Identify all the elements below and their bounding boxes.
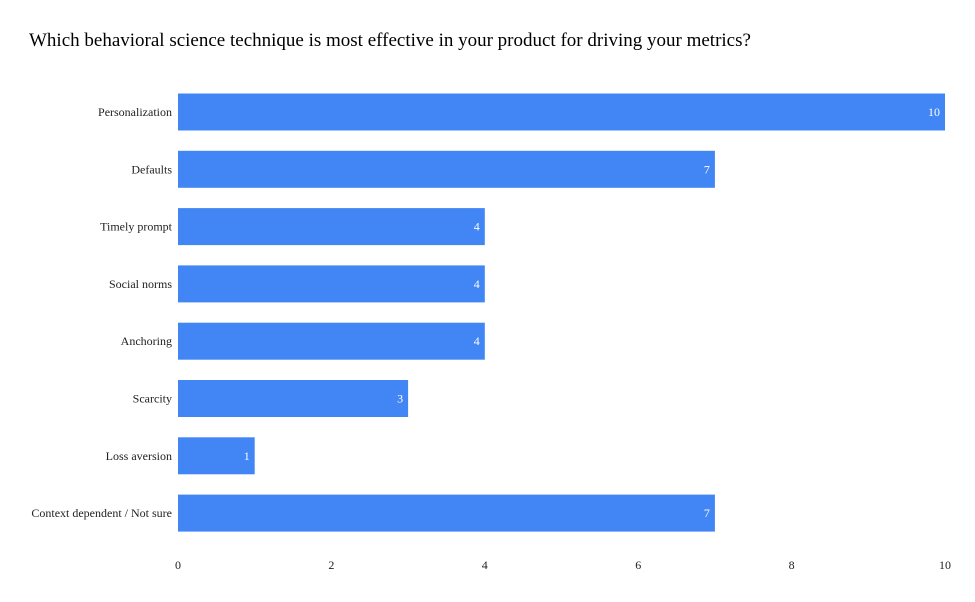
data-label: 7 <box>704 162 710 176</box>
data-label: 4 <box>474 277 480 291</box>
bar <box>178 494 715 532</box>
category-label: Scarcity <box>133 392 172 406</box>
category-label: Timely prompt <box>100 220 173 234</box>
x-tick-label: 10 <box>939 558 951 572</box>
category-label: Context dependent / Not sure <box>31 506 172 520</box>
x-tick-label: 2 <box>328 558 334 572</box>
bar <box>178 265 485 303</box>
data-label: 3 <box>397 392 403 406</box>
data-label: 7 <box>704 506 710 520</box>
category-label: Social norms <box>109 277 172 291</box>
x-tick-label: 6 <box>635 558 641 572</box>
x-tick-label: 0 <box>175 558 181 572</box>
bar <box>178 380 409 417</box>
data-label: 10 <box>928 105 940 119</box>
category-label: Anchoring <box>121 334 172 348</box>
bar <box>178 208 485 246</box>
category-label: Loss aversion <box>106 449 172 463</box>
category-label: Personalization <box>98 105 172 119</box>
bar <box>178 322 485 360</box>
bar <box>178 437 255 475</box>
data-label: 1 <box>244 449 250 463</box>
x-tick-label: 4 <box>482 558 488 572</box>
bar <box>178 150 715 188</box>
data-label: 4 <box>474 220 480 234</box>
data-label: 4 <box>474 334 480 348</box>
category-label: Defaults <box>131 162 172 176</box>
bar <box>178 93 945 131</box>
x-tick-label: 8 <box>789 558 795 572</box>
chart-title: Which behavioral science technique is mo… <box>29 30 751 51</box>
